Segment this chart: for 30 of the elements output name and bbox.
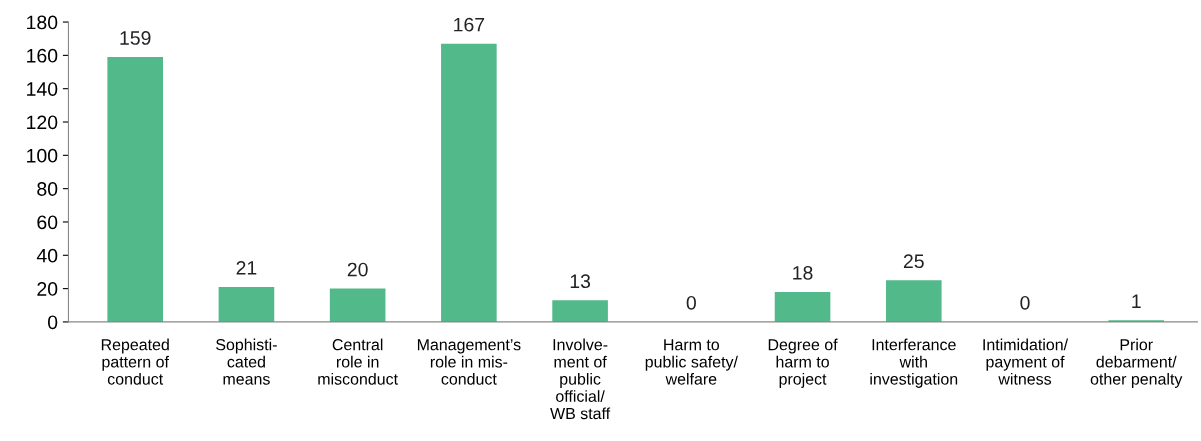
- data-label: 0: [686, 295, 696, 310]
- data-label: 159: [120, 31, 151, 45]
- y-tick-label: 120: [27, 115, 58, 130]
- y-tick-label: 160: [27, 48, 58, 63]
- y-tick-label: 0: [47, 315, 58, 330]
- data-label: 20: [347, 262, 368, 277]
- data-label: 21: [236, 261, 257, 275]
- x-tick-label: Prior debarment/ other penalty: [1090, 338, 1183, 388]
- y-tick-label: 20: [37, 282, 58, 296]
- y-tick-label: 180: [27, 15, 58, 30]
- data-label: 25: [903, 254, 924, 269]
- y-tick-label: 80: [37, 182, 58, 196]
- data-label: 167: [454, 17, 485, 32]
- x-tick-label: Repeated pattern of conduct: [101, 338, 169, 385]
- x-tick-label: Management’s role in mis- conduct: [417, 339, 521, 385]
- x-tick-label: Central role in misconduct: [318, 338, 398, 385]
- x-tick-label: Sophisti- cated means: [216, 338, 277, 385]
- data-label: 0: [1020, 295, 1030, 310]
- data-label: 1: [1132, 294, 1141, 308]
- x-tick-label: Interferance with investigation: [870, 338, 958, 388]
- x-tick-label: Degree of harm to project: [768, 338, 838, 388]
- x-tick-label: Involve- ment of public official/ WB staff: [550, 338, 611, 420]
- y-tick-label: 140: [27, 82, 58, 96]
- data-label: 18: [793, 266, 813, 280]
- data-label: 13: [570, 274, 591, 289]
- x-tick-label: Intimidation/ payment of witness: [983, 338, 1069, 385]
- x-tick-label: Harm to public safety/ welfare: [645, 339, 738, 385]
- y-tick-label: 100: [27, 148, 58, 163]
- y-tick-label: 40: [36, 248, 58, 263]
- y-tick-label: 60: [37, 215, 58, 230]
